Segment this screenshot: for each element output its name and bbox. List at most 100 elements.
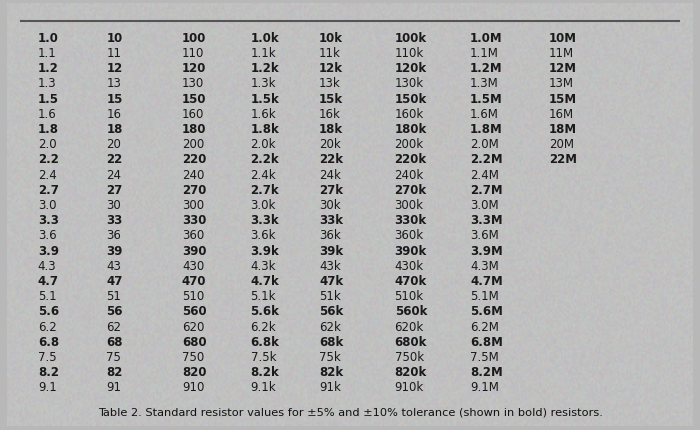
- Text: 2.7k: 2.7k: [251, 183, 279, 197]
- Text: 390k: 390k: [395, 244, 427, 257]
- Text: 22M: 22M: [549, 153, 577, 166]
- Text: 22k: 22k: [319, 153, 343, 166]
- Text: 820: 820: [182, 366, 206, 378]
- Text: 43k: 43k: [319, 259, 341, 272]
- Text: 330k: 330k: [395, 214, 427, 227]
- Text: 2.0: 2.0: [38, 138, 57, 151]
- Text: 3.0k: 3.0k: [251, 199, 276, 212]
- Text: 12M: 12M: [549, 62, 577, 75]
- Text: 1.6k: 1.6k: [251, 108, 276, 120]
- Text: 16: 16: [106, 108, 122, 120]
- Text: 180: 180: [182, 123, 206, 136]
- Text: 5.1: 5.1: [38, 289, 57, 303]
- Text: 390: 390: [182, 244, 206, 257]
- Text: 20k: 20k: [319, 138, 341, 151]
- Text: 62k: 62k: [319, 320, 341, 333]
- Text: 330: 330: [182, 214, 206, 227]
- Text: 30k: 30k: [319, 199, 341, 212]
- Text: 20M: 20M: [549, 138, 574, 151]
- Text: 150: 150: [182, 92, 206, 105]
- Text: 3.6: 3.6: [38, 229, 57, 242]
- Text: 1.0: 1.0: [38, 32, 59, 45]
- Text: 3.0: 3.0: [38, 199, 57, 212]
- Text: 7.5: 7.5: [38, 350, 57, 363]
- Text: 910k: 910k: [395, 381, 424, 393]
- Text: 75: 75: [106, 350, 121, 363]
- Text: 200k: 200k: [395, 138, 424, 151]
- Text: 56: 56: [106, 305, 123, 318]
- Text: 36: 36: [106, 229, 121, 242]
- Text: 16k: 16k: [319, 108, 341, 120]
- Text: 1.8k: 1.8k: [251, 123, 279, 136]
- Text: 10k: 10k: [319, 32, 343, 45]
- Text: 510: 510: [182, 289, 204, 303]
- Text: 240k: 240k: [395, 168, 424, 181]
- Text: 430: 430: [182, 259, 204, 272]
- Text: 11k: 11k: [319, 47, 341, 60]
- Text: 100k: 100k: [395, 32, 427, 45]
- Text: 2.0M: 2.0M: [470, 138, 499, 151]
- Text: 160k: 160k: [395, 108, 424, 120]
- Text: 1.3M: 1.3M: [470, 77, 499, 90]
- Text: 27: 27: [106, 183, 122, 197]
- Text: 13M: 13M: [549, 77, 574, 90]
- Text: 2.2M: 2.2M: [470, 153, 503, 166]
- Text: 15: 15: [106, 92, 122, 105]
- Text: 1.2k: 1.2k: [251, 62, 279, 75]
- Text: 2.4k: 2.4k: [251, 168, 276, 181]
- Text: 270k: 270k: [395, 183, 427, 197]
- Text: 620: 620: [182, 320, 204, 333]
- Text: 750: 750: [182, 350, 204, 363]
- Text: 2.7M: 2.7M: [470, 183, 503, 197]
- Text: 27k: 27k: [319, 183, 343, 197]
- Text: 18: 18: [106, 123, 122, 136]
- Text: 6.8M: 6.8M: [470, 335, 503, 348]
- Text: 3.3k: 3.3k: [251, 214, 279, 227]
- Text: 2.4: 2.4: [38, 168, 57, 181]
- Text: 5.1k: 5.1k: [251, 289, 276, 303]
- Text: 68: 68: [106, 335, 123, 348]
- Text: 15k: 15k: [319, 92, 343, 105]
- Text: 360k: 360k: [395, 229, 424, 242]
- Text: 1.6M: 1.6M: [470, 108, 499, 120]
- Text: 1.3: 1.3: [38, 77, 57, 90]
- Text: 220: 220: [182, 153, 206, 166]
- Text: 3.0M: 3.0M: [470, 199, 498, 212]
- Text: 1.1: 1.1: [38, 47, 57, 60]
- Text: 110: 110: [182, 47, 204, 60]
- Text: 56k: 56k: [319, 305, 344, 318]
- Text: Table 2. Standard resistor values for ±5% and ±10% tolerance (shown in bold) res: Table 2. Standard resistor values for ±5…: [97, 406, 603, 416]
- Text: 43: 43: [106, 259, 121, 272]
- Text: 130k: 130k: [395, 77, 424, 90]
- Text: 10: 10: [106, 32, 122, 45]
- Text: 680: 680: [182, 335, 206, 348]
- Text: 1.1k: 1.1k: [251, 47, 276, 60]
- Text: 68k: 68k: [319, 335, 344, 348]
- Text: 22: 22: [106, 153, 122, 166]
- Text: 1.0M: 1.0M: [470, 32, 503, 45]
- Text: 750k: 750k: [395, 350, 424, 363]
- Text: 430k: 430k: [395, 259, 424, 272]
- Text: 11M: 11M: [549, 47, 574, 60]
- Text: 1.2: 1.2: [38, 62, 59, 75]
- Text: 82k: 82k: [319, 366, 343, 378]
- Text: 30: 30: [106, 199, 121, 212]
- Text: 3.9: 3.9: [38, 244, 59, 257]
- Text: 12: 12: [106, 62, 122, 75]
- Text: 100: 100: [182, 32, 206, 45]
- Text: 160: 160: [182, 108, 204, 120]
- Text: 1.2M: 1.2M: [470, 62, 503, 75]
- Text: 2.4M: 2.4M: [470, 168, 499, 181]
- Text: 6.2: 6.2: [38, 320, 57, 333]
- Text: 8.2M: 8.2M: [470, 366, 503, 378]
- Text: 11: 11: [106, 47, 122, 60]
- Text: 7.5M: 7.5M: [470, 350, 499, 363]
- Text: 1.3k: 1.3k: [251, 77, 276, 90]
- Text: 620k: 620k: [395, 320, 424, 333]
- Text: 360: 360: [182, 229, 204, 242]
- Text: 24k: 24k: [319, 168, 341, 181]
- Text: 470: 470: [182, 274, 206, 287]
- Text: 9.1: 9.1: [38, 381, 57, 393]
- Text: 6.8: 6.8: [38, 335, 59, 348]
- Text: 18M: 18M: [549, 123, 577, 136]
